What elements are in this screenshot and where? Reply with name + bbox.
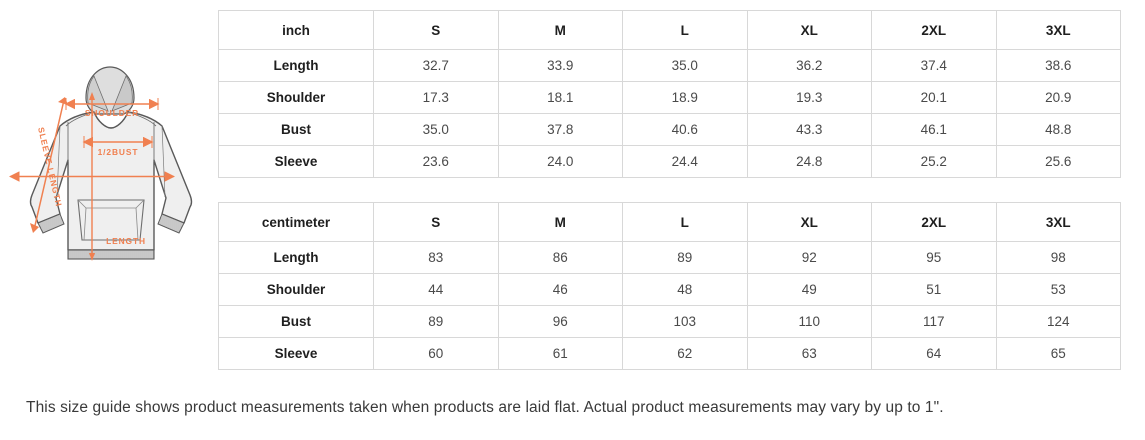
row-label-length: Length xyxy=(218,241,374,274)
cell-value: 63 xyxy=(746,337,872,370)
cell-value: 86 xyxy=(497,241,623,274)
length-label: LENGTH xyxy=(106,236,146,246)
measurement-annotations xyxy=(9,92,175,261)
size-table-centimeter: centimeter S M L XL 2XL 3XL Length 83 86… xyxy=(218,202,1121,370)
cell-value: 117 xyxy=(871,305,997,338)
cell-value: 95 xyxy=(871,241,997,274)
cell-value: 43.3 xyxy=(746,113,872,146)
cell-value: 65 xyxy=(995,337,1121,370)
column-header-l: L xyxy=(622,202,748,242)
cell-value: 38.6 xyxy=(995,49,1121,82)
cell-value: 18.1 xyxy=(497,81,623,114)
cell-value: 32.7 xyxy=(373,49,499,82)
column-header-xl: XL xyxy=(746,202,872,242)
cell-value: 98 xyxy=(995,241,1121,274)
cell-value: 20.9 xyxy=(995,81,1121,114)
row-label-bust: Bust xyxy=(218,305,374,338)
cell-value: 62 xyxy=(622,337,748,370)
column-header-3xl: 3XL xyxy=(995,10,1121,50)
cell-value: 25.2 xyxy=(871,145,997,178)
column-header-3xl: 3XL xyxy=(995,202,1121,242)
cell-value: 46.1 xyxy=(871,113,997,146)
cell-value: 110 xyxy=(746,305,872,338)
table-row: Shoulder 44 46 48 49 51 53 xyxy=(218,273,1121,306)
size-guide-disclaimer: This size guide shows product measuremen… xyxy=(26,399,944,416)
column-header-l: L xyxy=(622,10,748,50)
cell-value: 89 xyxy=(622,241,748,274)
table-row: Sleeve 60 61 62 63 64 65 xyxy=(218,337,1121,370)
cell-value: 17.3 xyxy=(373,81,499,114)
cell-value: 37.8 xyxy=(497,113,623,146)
column-header-m: M xyxy=(497,202,623,242)
size-table-inch: inch S M L XL 2XL 3XL Length 32.7 33.9 3… xyxy=(218,10,1121,178)
column-header-2xl: 2XL xyxy=(871,10,997,50)
cell-value: 51 xyxy=(871,273,997,306)
cell-value: 24.0 xyxy=(497,145,623,178)
cell-value: 48 xyxy=(622,273,748,306)
cell-value: 89 xyxy=(373,305,499,338)
cell-value: 18.9 xyxy=(622,81,748,114)
cell-value: 44 xyxy=(373,273,499,306)
row-label-sleeve: Sleeve xyxy=(218,145,374,178)
column-header-2xl: 2XL xyxy=(871,202,997,242)
row-label-sleeve: Sleeve xyxy=(218,337,374,370)
sleeve-length-arrow xyxy=(33,99,65,231)
cell-value: 35.0 xyxy=(373,113,499,146)
column-header-xl: XL xyxy=(746,10,872,50)
cell-value: 19.3 xyxy=(746,81,872,114)
table-row: Sleeve 23.6 24.0 24.4 24.8 25.2 25.6 xyxy=(218,145,1121,178)
table-header-row: centimeter S M L XL 2XL 3XL xyxy=(218,202,1121,242)
cell-value: 35.0 xyxy=(622,49,748,82)
column-header-m: M xyxy=(497,10,623,50)
cell-value: 61 xyxy=(497,337,623,370)
cell-value: 64 xyxy=(871,337,997,370)
cell-value: 124 xyxy=(995,305,1121,338)
cell-value: 36.2 xyxy=(746,49,872,82)
shoulder-label: SHOULDER xyxy=(85,108,139,118)
cell-value: 24.8 xyxy=(746,145,872,178)
row-label-shoulder: Shoulder xyxy=(218,81,374,114)
column-header-s: S xyxy=(373,202,499,242)
cell-value: 24.4 xyxy=(622,145,748,178)
table-header-row: inch S M L XL 2XL 3XL xyxy=(218,10,1121,50)
cell-value: 40.6 xyxy=(622,113,748,146)
cell-value: 25.6 xyxy=(995,145,1121,178)
table-row: Length 32.7 33.9 35.0 36.2 37.4 38.6 xyxy=(218,49,1121,82)
unit-header-inch: inch xyxy=(218,10,374,50)
cell-value: 83 xyxy=(373,241,499,274)
row-label-bust: Bust xyxy=(218,113,374,146)
cell-value: 96 xyxy=(497,305,623,338)
cell-value: 23.6 xyxy=(373,145,499,178)
table-row: Bust 89 96 103 110 117 124 xyxy=(218,305,1121,338)
unit-header-centimeter: centimeter xyxy=(218,202,374,242)
table-row: Length 83 86 89 92 95 98 xyxy=(218,241,1121,274)
cell-value: 103 xyxy=(622,305,748,338)
cell-value: 92 xyxy=(746,241,872,274)
column-header-s: S xyxy=(373,10,499,50)
cell-value: 49 xyxy=(746,273,872,306)
cell-value: 48.8 xyxy=(995,113,1121,146)
cell-value: 33.9 xyxy=(497,49,623,82)
cell-value: 20.1 xyxy=(871,81,997,114)
cell-value: 46 xyxy=(497,273,623,306)
cell-value: 53 xyxy=(995,273,1121,306)
hood-shape xyxy=(85,66,135,115)
row-label-length: Length xyxy=(218,49,374,82)
table-row: Bust 35.0 37.8 40.6 43.3 46.1 48.8 xyxy=(218,113,1121,146)
table-row: Shoulder 17.3 18.1 18.9 19.3 20.1 20.9 xyxy=(218,81,1121,114)
half-bust-label: 1/2BUST xyxy=(98,147,139,157)
row-label-shoulder: Shoulder xyxy=(218,273,374,306)
cell-value: 37.4 xyxy=(871,49,997,82)
hoodie-diagram: SHOULDER 1/2BUST LENGTH SLEEVE LENGTH xyxy=(8,50,213,278)
cell-value: 60 xyxy=(373,337,499,370)
